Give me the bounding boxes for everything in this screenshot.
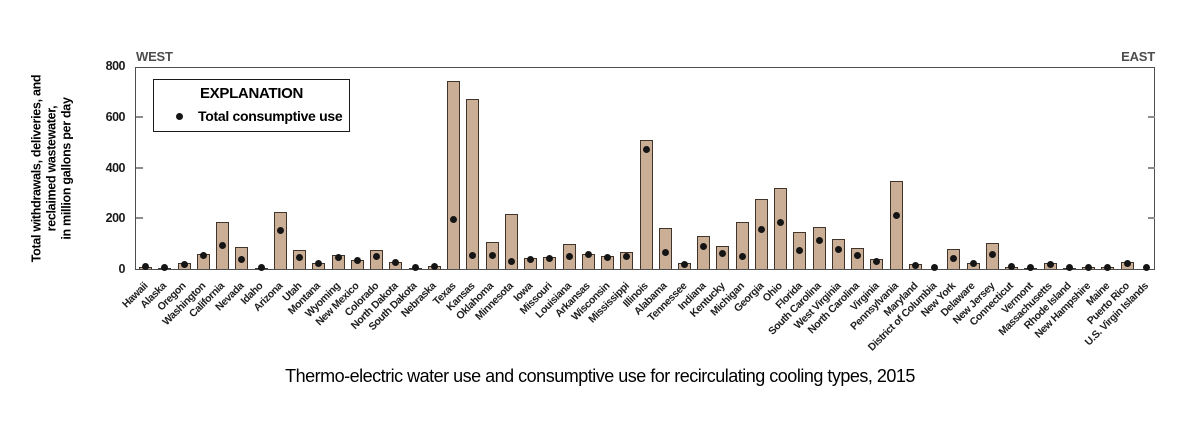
consumptive-dot-pennsylvania: [892, 211, 900, 219]
consumptive-dot-georgia: [757, 225, 765, 233]
y-tick-label-800: 800: [105, 59, 126, 73]
y-tick-mark: [136, 115, 143, 118]
consumptive-dot-mississippi: [623, 253, 631, 261]
consumptive-dot-montana: [315, 259, 323, 267]
y-axis-title: Total withdrawals, deliveries, and recla…: [30, 4, 75, 334]
consumptive-dot-louisiana: [565, 253, 573, 261]
bar-ohio: [774, 187, 788, 269]
consumptive-dot-connecticut: [1008, 263, 1016, 271]
bar-indiana: [697, 235, 711, 269]
consumptive-dot-michigan: [738, 253, 746, 261]
y-tick-label-400: 400: [105, 160, 126, 175]
plot-area: EXPLANATION Total consumptive use: [135, 67, 1155, 271]
consumptive-dot-wyoming: [334, 254, 342, 262]
consumptive-dot-washington: [199, 251, 207, 259]
y-tick-mark: [136, 166, 143, 169]
explanation-title: EXPLANATION: [199, 85, 304, 102]
bar-michigan: [735, 222, 749, 269]
bar-illinois: [639, 140, 653, 269]
bar-alabama: [658, 227, 672, 269]
consumptive-dot-indiana: [700, 242, 708, 250]
legend-row: Total consumptive use: [176, 108, 349, 124]
y-tick-label-600: 600: [105, 109, 126, 124]
consumptive-dot-nebraska: [430, 263, 438, 271]
consumptive-dot-north-carolina: [854, 252, 862, 260]
consumptive-dot-massachusetts: [1046, 260, 1054, 268]
consumptive-dot-maine: [1104, 263, 1112, 271]
consumptive-dot-idaho: [257, 264, 265, 271]
consumptive-dot-tennessee: [680, 260, 688, 268]
consumptive-dot-kansas: [469, 252, 477, 260]
explanation-box: EXPLANATION Total consumptive use: [153, 79, 350, 132]
legend-item-label: Total consumptive use: [198, 108, 343, 124]
consumptive-dot-iowa: [527, 255, 535, 263]
consumptive-dot-nevada: [238, 255, 246, 263]
consumptive-dot-south-dakota: [411, 264, 419, 271]
bar-arizona: [273, 211, 287, 269]
consumptive-dot-new-york: [950, 255, 958, 263]
consumptive-dot-texas: [450, 215, 458, 223]
consumptive-dot-maryland: [911, 261, 919, 269]
consumptive-dot-vermont: [1027, 264, 1035, 271]
consumptive-dot-missouri: [546, 255, 554, 263]
consumptive-dot-ohio: [777, 218, 785, 226]
consumptive-dot-florida: [796, 246, 804, 254]
y-axis-title-line3: in million gallons per day: [59, 97, 74, 240]
consumptive-dot-minnesota: [507, 257, 515, 265]
consumptive-dot-delaware: [969, 260, 977, 268]
consumptive-dot-new-mexico: [353, 257, 361, 265]
consumptive-dot-district-of-columbia: [931, 264, 939, 271]
bar-georgia: [754, 199, 768, 269]
x-axis-labels: Hawaii Alaska Oregon Washington California Ne…: [120, 271, 1155, 361]
consumptive-dot-utah: [296, 253, 304, 261]
bar-texas: [447, 81, 461, 269]
figure-caption: Thermo-electric water use and consumptiv…: [285, 366, 915, 386]
consumptive-dot-illinois: [642, 146, 650, 154]
consumptive-dot-oklahoma: [488, 252, 496, 260]
consumptive-dot-colorado: [373, 252, 381, 260]
consumptive-dot-puerto-rico: [1123, 259, 1131, 267]
y-tick-mark: [136, 217, 143, 220]
east-label: EAST: [1121, 49, 1155, 64]
consumptive-dot-rhode-island: [1065, 264, 1073, 271]
consumptive-dot-u-s-virgin-islands: [1142, 264, 1150, 271]
consumptive-dot-west-virginia: [834, 245, 842, 253]
consumptive-dot-virginia: [873, 258, 881, 266]
y-tick-label-0: 0: [118, 262, 126, 276]
consumptive-dot-new-jersey: [988, 251, 996, 259]
y-axis-title-line1: Total withdrawals, deliveries, and: [29, 74, 44, 263]
y-tick-mark: [1148, 217, 1155, 220]
y-tick-mark: [1148, 115, 1155, 118]
consumptive-use-dot-icon: [176, 112, 183, 120]
bar-kansas: [466, 99, 480, 269]
bar-pennsylvania: [889, 180, 903, 269]
west-label: WEST: [136, 49, 173, 64]
consumptive-dot-kentucky: [719, 250, 727, 258]
consumptive-dot-alabama: [661, 248, 669, 256]
y-tick-label-200: 200: [105, 211, 126, 226]
bar-west-virginia: [831, 239, 845, 269]
consumptive-dot-south-carolina: [815, 236, 823, 244]
consumptive-dot-wisconsin: [604, 254, 611, 262]
consumptive-dot-new-hampshire: [1085, 263, 1093, 271]
consumptive-dot-arizona: [276, 227, 284, 235]
consumptive-dot-hawaii: [142, 263, 150, 271]
y-tick-mark: [1148, 166, 1155, 169]
bar-minnesota: [504, 213, 518, 269]
bar-south-carolina: [812, 227, 826, 269]
consumptive-dot-oregon: [180, 260, 188, 268]
consumptive-dot-north-dakota: [392, 258, 400, 266]
consumptive-dot-arkansas: [584, 251, 592, 259]
y-axis-title-line2: reclaimed wastewater,: [44, 105, 59, 232]
consumptive-dot-california: [219, 242, 227, 250]
consumptive-dot-alaska: [161, 264, 169, 271]
